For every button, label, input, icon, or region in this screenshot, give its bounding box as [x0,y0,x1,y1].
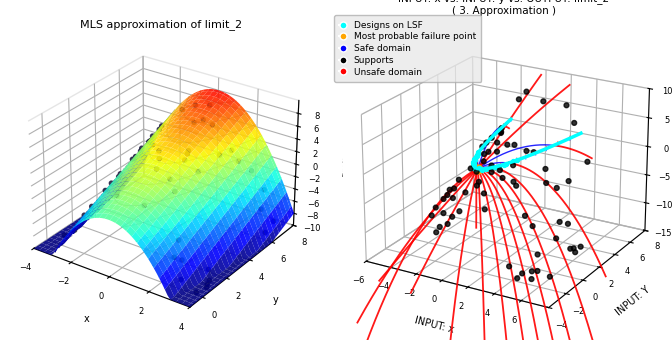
Legend: Designs on LSF, Most probable failure point, Safe domain, Supports, Unsafe domai: Designs on LSF, Most probable failure po… [334,15,481,82]
Title: MLS approximation of limit_2: MLS approximation of limit_2 [80,19,243,30]
Y-axis label: y: y [273,295,278,305]
Y-axis label: INPUT: Y: INPUT: Y [614,285,652,318]
Title: INPUT: x vs. INPUT: y vs. OUTPUT: limit_2
( 3. Approximation ): INPUT: x vs. INPUT: y vs. OUTPUT: limit_… [398,0,610,16]
X-axis label: INPUT: x: INPUT: x [414,315,455,335]
X-axis label: x: x [84,314,89,324]
